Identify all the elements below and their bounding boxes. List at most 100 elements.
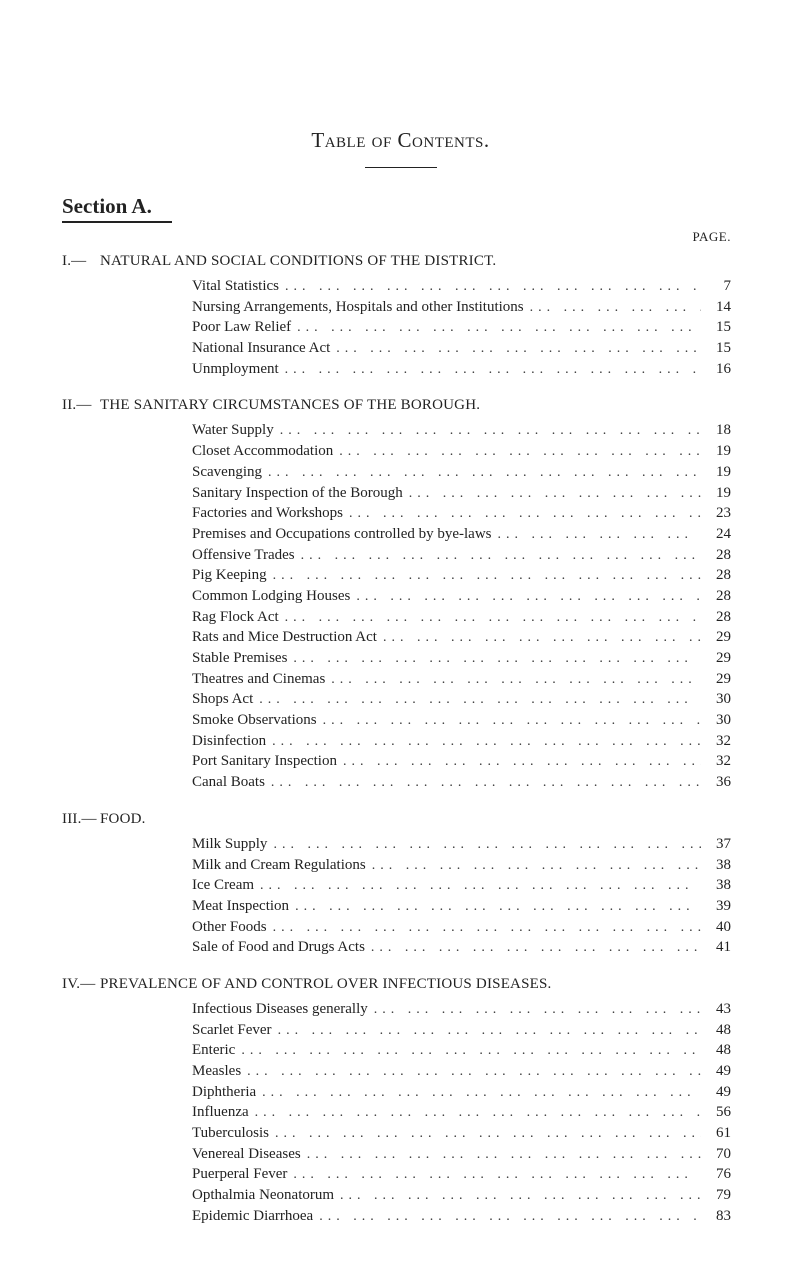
toc-entry-page: 38 [701,855,731,876]
toc-entry: Closet Accommodation ... ... ... ... ...… [192,441,731,462]
section-number: IV.— [62,976,100,993]
toc-entry-page: 76 [701,1164,731,1185]
section-head-text: NATURAL AND SOCIAL CONDITIONS OF THE DIS… [100,253,496,269]
toc-entry-page: 7 [701,276,731,297]
toc-leader-dots: ... ... ... ... ... ... ... ... ... ... … [366,856,701,875]
toc-leader-dots: ... ... ... ... ... ... ... ... ... ... … [325,670,701,689]
toc-entry-page: 19 [701,462,731,483]
toc-entry-label: Poor Law Relief [192,317,291,338]
toc-entry-page: 14 [701,297,731,318]
page-column-header: PAGE. [62,229,731,245]
toc-entry: Stable Premises ... ... ... ... ... ... … [192,648,731,669]
toc-entry-label: Scarlet Fever [192,1020,272,1041]
toc-entry-label: Diphtheria [192,1082,256,1103]
toc-entry: Rag Flock Act ... ... ... ... ... ... ..… [192,607,731,628]
section-head-text: THE SANITARY CIRCUMSTANCES OF THE BOROUG… [100,397,480,413]
toc-entry: Sale of Food and Drugs Acts ... ... ... … [192,937,731,958]
toc-entry-label: Rag Flock Act [192,607,279,628]
toc-leader-dots: ... ... ... ... ... ... ... ... ... ... … [235,1041,701,1060]
toc-entry: Pig Keeping ... ... ... ... ... ... ... … [192,565,731,586]
toc-entry-page: 83 [701,1206,731,1227]
toc-entry-label: Theatres and Cinemas [192,669,325,690]
toc-leader-dots: ... ... ... ... ... ... ... ... ... ... … [492,525,701,544]
section-heading: II.—THE SANITARY CIRCUMSTANCES OF THE BO… [62,397,739,414]
toc-entry: Premises and Occupations controlled by b… [192,524,731,545]
toc-entry-label: Milk Supply [192,834,267,855]
toc-entry-page: 70 [701,1144,731,1165]
section-head-text: PREVALENCE OF AND CONTROL OVER INFECTIOU… [100,976,551,992]
toc-entry-page: 56 [701,1102,731,1123]
toc-entry-page: 29 [701,627,731,648]
toc-entry-label: Shops Act [192,689,253,710]
toc-entry: Common Lodging Houses ... ... ... ... ..… [192,586,731,607]
toc-entry-page: 15 [701,338,731,359]
toc-entry: Canal Boats ... ... ... ... ... ... ... … [192,772,731,793]
toc-entry: Unmployment ... ... ... ... ... ... ... … [192,359,731,380]
section-heading: I.—NATURAL AND SOCIAL CONDITIONS OF THE … [62,253,739,270]
toc-entry-page: 32 [701,751,731,772]
toc-leader-dots: ... ... ... ... ... ... ... ... ... ... … [267,918,701,937]
toc-entry: Scavenging ... ... ... ... ... ... ... .… [192,462,731,483]
toc-entry-page: 18 [701,420,731,441]
section-entries: Infectious Diseases generally ... ... ..… [192,999,731,1227]
toc-entry-label: Water Supply [192,420,274,441]
section-number: III.— [62,811,100,828]
toc-leader-dots: ... ... ... ... ... ... ... ... ... ... … [279,608,701,627]
toc-entry-label: Closet Accommodation [192,441,333,462]
toc-entry: Puerperal Fever ... ... ... ... ... ... … [192,1164,731,1185]
title-rule [365,167,437,168]
section-a-underline [62,221,172,223]
toc-entry-label: Ice Cream [192,875,254,896]
toc-entry: Venereal Diseases ... ... ... ... ... ..… [192,1144,731,1165]
toc-entry: Measles ... ... ... ... ... ... ... ... … [192,1061,731,1082]
toc-entry-page: 23 [701,503,731,524]
section-gap [62,1227,739,1237]
toc-entry-page: 30 [701,689,731,710]
toc-leader-dots: ... ... ... ... ... ... ... ... ... ... … [287,649,701,668]
toc-entry: Port Sanitary Inspection ... ... ... ...… [192,751,731,772]
toc-entry-page: 19 [701,483,731,504]
section-a-label: Section A. [62,194,739,219]
toc-entry-page: 48 [701,1020,731,1041]
toc-entry-label: Port Sanitary Inspection [192,751,337,772]
toc-leader-dots: ... ... ... ... ... ... ... ... ... ... … [524,298,701,317]
section-number: I.— [62,253,100,270]
toc-entry-page: 39 [701,896,731,917]
toc-entry-page: 24 [701,524,731,545]
toc-leader-dots: ... ... ... ... ... ... ... ... ... ... … [267,566,701,585]
toc-leader-dots: ... ... ... ... ... ... ... ... ... ... … [241,1062,701,1081]
toc-entry: Shops Act ... ... ... ... ... ... ... ..… [192,689,731,710]
toc-leader-dots: ... ... ... ... ... ... ... ... ... ... … [301,1145,701,1164]
section-entries: Water Supply ... ... ... ... ... ... ...… [192,420,731,792]
toc-leader-dots: ... ... ... ... ... ... ... ... ... ... … [377,628,701,647]
toc-entry: Milk Supply ... ... ... ... ... ... ... … [192,834,731,855]
section-heading: IV.—PREVALENCE OF AND CONTROL OVER INFEC… [62,976,739,993]
toc-entry: Factories and Workshops ... ... ... ... … [192,503,731,524]
toc-entry-page: 15 [701,317,731,338]
toc-leader-dots: ... ... ... ... ... ... ... ... ... ... … [295,546,701,565]
toc-entry-label: Sale of Food and Drugs Acts [192,937,365,958]
toc-entry-label: Vital Statistics [192,276,279,297]
toc-entry-page: 36 [701,772,731,793]
toc-entry-label: Stable Premises [192,648,287,669]
toc-leader-dots: ... ... ... ... ... ... ... ... ... ... … [279,360,701,379]
toc-entry-label: Venereal Diseases [192,1144,301,1165]
section-entries: Vital Statistics ... ... ... ... ... ...… [192,276,731,379]
toc-leader-dots: ... ... ... ... ... ... ... ... ... ... … [267,835,701,854]
toc-entry-page: 79 [701,1185,731,1206]
toc-leader-dots: ... ... ... ... ... ... ... ... ... ... … [279,277,701,296]
toc-leader-dots: ... ... ... ... ... ... ... ... ... ... … [343,504,701,523]
toc-entry-label: Unmployment [192,359,279,380]
toc-entry-page: 29 [701,669,731,690]
toc-leader-dots: ... ... ... ... ... ... ... ... ... ... … [368,1000,701,1019]
toc-entry: Vital Statistics ... ... ... ... ... ...… [192,276,731,297]
toc-entry-label: Puerperal Fever [192,1164,287,1185]
toc-entry-page: 41 [701,937,731,958]
page-title: Table of Contents. [62,128,739,153]
toc-leader-dots: ... ... ... ... ... ... ... ... ... ... … [287,1165,701,1184]
toc-entry: Enteric ... ... ... ... ... ... ... ... … [192,1040,731,1061]
toc-leader-dots: ... ... ... ... ... ... ... ... ... ... … [350,587,701,606]
toc-entry: Influenza ... ... ... ... ... ... ... ..… [192,1102,731,1123]
toc-leader-dots: ... ... ... ... ... ... ... ... ... ... … [266,732,701,751]
toc-entry-label: Meat Inspection [192,896,289,917]
